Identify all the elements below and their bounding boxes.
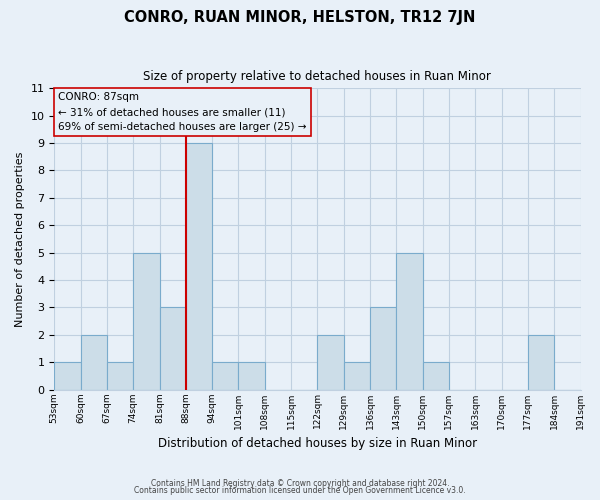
Text: CONRO, RUAN MINOR, HELSTON, TR12 7JN: CONRO, RUAN MINOR, HELSTON, TR12 7JN <box>124 10 476 25</box>
Text: Contains public sector information licensed under the Open Government Licence v3: Contains public sector information licen… <box>134 486 466 495</box>
X-axis label: Distribution of detached houses by size in Ruan Minor: Distribution of detached houses by size … <box>158 437 477 450</box>
Bar <box>370 308 397 390</box>
Bar <box>186 143 212 390</box>
Bar <box>317 335 344 390</box>
Bar <box>397 252 422 390</box>
Bar <box>107 362 133 390</box>
Bar <box>133 252 160 390</box>
Bar <box>54 362 80 390</box>
Text: CONRO: 87sqm
← 31% of detached houses are smaller (11)
69% of semi-detached hous: CONRO: 87sqm ← 31% of detached houses ar… <box>58 92 307 132</box>
Bar <box>80 335 107 390</box>
Title: Size of property relative to detached houses in Ruan Minor: Size of property relative to detached ho… <box>143 70 491 83</box>
Bar <box>528 335 554 390</box>
Y-axis label: Number of detached properties: Number of detached properties <box>15 151 25 326</box>
Bar <box>344 362 370 390</box>
Bar <box>160 308 186 390</box>
Text: Contains HM Land Registry data © Crown copyright and database right 2024.: Contains HM Land Registry data © Crown c… <box>151 478 449 488</box>
Bar <box>238 362 265 390</box>
Bar <box>212 362 238 390</box>
Bar <box>422 362 449 390</box>
